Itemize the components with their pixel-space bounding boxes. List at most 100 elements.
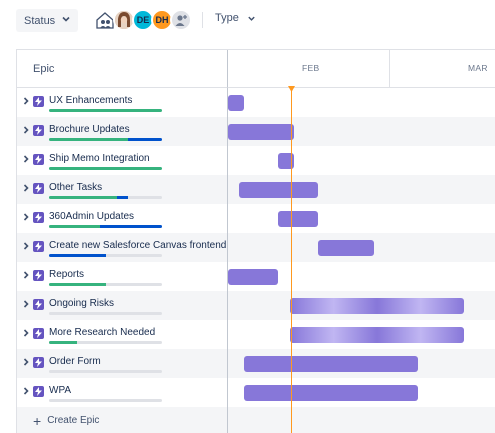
epic-name: More Research Needed [49,327,156,338]
epic-icon [33,328,44,339]
epic-name: UX Enhancements [49,95,133,106]
epic-row: WPA [17,378,495,407]
timeline-cell [227,262,495,291]
status-filter-label: Status [24,14,56,27]
chevron-right-icon[interactable] [21,357,31,367]
epic-row: Reports [17,262,495,291]
epic-name: Ship Memo Integration [49,153,150,164]
epic-row: Brochure Updates [17,117,495,146]
timeline-cell [227,291,495,320]
epic-progress-bar [49,312,162,315]
chevron-right-icon[interactable] [21,96,31,106]
epic-timeline-bar[interactable] [278,211,318,227]
epic-cell[interactable]: WPA [17,378,227,407]
epic-column-title: Epic [33,62,55,75]
epic-cell[interactable]: Reports [17,262,227,291]
epic-column-header: Epic [17,50,227,88]
timeline-cell [227,204,495,233]
epic-cell[interactable]: UX Enhancements [17,88,227,117]
epic-progress-bar [49,167,162,170]
create-epic-button[interactable]: + Create Epic [17,407,227,433]
epic-timeline-bar[interactable] [228,124,294,140]
epic-icon [33,96,44,107]
epic-name: 360Admin Updates [49,211,135,222]
toolbar-divider [202,12,203,28]
month-label-mar: MAR [468,63,488,73]
epic-row: Create new Salesforce Canvas frontend [17,233,495,262]
user-photo [115,11,133,29]
epic-row: Order Form [17,349,495,378]
chevron-right-icon[interactable] [21,154,31,164]
epic-name: Brochure Updates [49,124,130,135]
epic-timeline-bar[interactable] [290,327,464,343]
chevron-right-icon[interactable] [21,125,31,135]
chevron-right-icon[interactable] [21,212,31,222]
epic-name: Reports [49,269,85,280]
epic-cell[interactable]: Create new Salesforce Canvas frontend [17,233,227,262]
epic-cell[interactable]: Other Tasks [17,175,227,204]
add-person-button[interactable] [170,9,192,31]
epic-timeline-bar[interactable] [244,356,418,372]
epic-timeline-bar[interactable] [239,182,318,198]
epic-row: Other Tasks [17,175,495,204]
avatar-initials-dh: DH [155,15,169,25]
epic-timeline-bar[interactable] [228,95,244,111]
user-avatar-photo[interactable] [113,9,135,31]
epic-row: UX Enhancements [17,88,495,117]
epic-icon [33,299,44,310]
epic-icon [33,183,44,194]
chevron-right-icon[interactable] [21,241,31,251]
epic-progress-bar [49,370,162,373]
epic-icon [33,125,44,136]
epic-name: Ongoing Risks [49,298,115,309]
user-avatar-de[interactable]: DE [132,9,154,31]
epic-progress-bar [49,109,162,112]
epic-icon [33,357,44,368]
epic-row: 360Admin Updates [17,204,495,233]
epic-timeline-bar[interactable] [278,153,294,169]
month-divider [389,50,390,88]
epic-row: Ship Memo Integration [17,146,495,175]
timeline-header: FEB MAR [227,50,495,88]
type-filter-dropdown[interactable]: Type [215,12,256,24]
epic-cell[interactable]: Ongoing Risks [17,291,227,320]
team-avatar[interactable] [94,9,116,31]
chevron-down-icon [248,16,255,21]
epic-cell[interactable]: Brochure Updates [17,117,227,146]
epic-timeline-bar[interactable] [244,385,418,401]
roadmap: Epic FEB MAR UX Enhancements Brochure Up… [16,49,495,433]
epic-progress-bar [49,399,162,402]
month-label-feb: FEB [302,63,320,73]
chevron-right-icon[interactable] [21,270,31,280]
toolbar: Status DE DH [0,0,495,42]
timeline-cell [227,233,495,262]
chevron-right-icon[interactable] [21,299,31,309]
epic-name: Other Tasks [49,182,103,193]
epic-name: Order Form [49,356,101,367]
epic-icon [33,212,44,223]
epic-progress-bar [49,138,162,141]
chevron-right-icon[interactable] [21,328,31,338]
timeline-cell [227,88,495,117]
epic-timeline-bar[interactable] [290,298,464,314]
epic-cell[interactable]: More Research Needed [17,320,227,349]
chevron-right-icon[interactable] [21,183,31,193]
epic-icon [33,154,44,165]
chevron-down-icon [62,16,70,22]
epic-cell[interactable]: Order Form [17,349,227,378]
today-marker-line [291,88,292,433]
today-marker-icon [288,86,295,92]
epic-progress-bar [49,196,162,199]
epic-progress-bar [49,341,162,344]
status-filter-dropdown[interactable]: Status [16,9,78,32]
epic-timeline-bar[interactable] [228,269,278,285]
timeline-cell [227,349,495,378]
epic-timeline-bar[interactable] [318,240,374,256]
epic-cell[interactable]: 360Admin Updates [17,204,227,233]
chevron-right-icon[interactable] [21,386,31,396]
plus-icon: + [33,412,42,429]
epic-progress-bar [49,254,162,257]
create-epic-row: + Create Epic [17,407,495,433]
add-person-icon [175,15,187,26]
epic-cell[interactable]: Ship Memo Integration [17,146,227,175]
